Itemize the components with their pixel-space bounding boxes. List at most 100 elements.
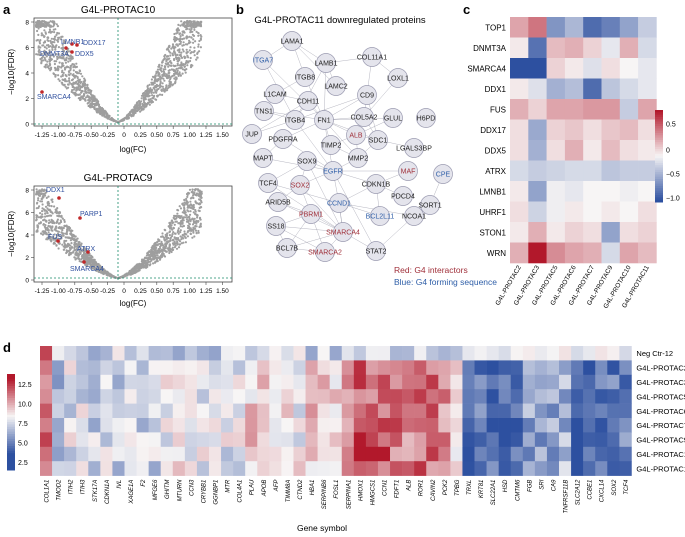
volcano-point bbox=[189, 46, 192, 49]
volcano-point bbox=[188, 229, 191, 232]
heatmap-d-cells bbox=[40, 346, 632, 476]
heatmap-d-cell bbox=[462, 374, 475, 390]
heatmap-d-cell bbox=[510, 432, 524, 448]
volcano-point bbox=[173, 223, 176, 226]
volcano-point bbox=[145, 104, 148, 107]
volcano-point bbox=[186, 226, 190, 230]
heatmap-d-col-label: PCK2 bbox=[443, 479, 449, 495]
colorbar-d-step bbox=[7, 446, 15, 449]
volcano-point bbox=[189, 41, 192, 44]
heatmap-d-cell bbox=[245, 446, 258, 462]
volcano-point bbox=[78, 244, 81, 247]
heatmap-d-cell bbox=[390, 360, 403, 376]
network-node bbox=[329, 193, 349, 213]
heatmap-d-cell bbox=[245, 374, 258, 390]
heatmap-c-cell bbox=[564, 140, 584, 161]
colorbar-d-step bbox=[7, 388, 15, 392]
volcano-point bbox=[63, 84, 66, 87]
volcano-point bbox=[190, 27, 193, 30]
heatmap-d-col-label: CXCL14 bbox=[600, 479, 606, 502]
network-node bbox=[295, 67, 315, 87]
heatmap-d-cell bbox=[317, 461, 330, 476]
volcano-point bbox=[61, 69, 64, 72]
volcano-point bbox=[49, 24, 52, 27]
heatmap-d-cell bbox=[510, 418, 524, 433]
heatmap-d-cell bbox=[148, 389, 161, 404]
volcano-point bbox=[62, 248, 66, 251]
heatmap-c-cell bbox=[564, 99, 584, 120]
heatmap-d-cell bbox=[522, 446, 536, 462]
heatmap-d-cell bbox=[619, 432, 632, 448]
volcano-point bbox=[189, 30, 192, 33]
colorbar-d-step bbox=[7, 436, 15, 440]
heatmap-d-cell bbox=[76, 432, 89, 448]
volcano-point bbox=[175, 67, 178, 70]
heatmap-d-cell bbox=[221, 403, 234, 419]
volcano-point bbox=[51, 40, 54, 44]
heatmap-d-cell bbox=[136, 360, 149, 376]
volcano-point bbox=[51, 200, 54, 203]
volcano-point bbox=[196, 202, 199, 205]
heatmap-d-cell bbox=[148, 360, 161, 376]
volcano-point bbox=[183, 198, 186, 201]
colorbar-c-step bbox=[655, 172, 663, 175]
heatmap-d-cell bbox=[619, 360, 632, 376]
heatmap-d-col-label: CCN1 bbox=[382, 480, 388, 496]
heatmap-d-cell bbox=[619, 461, 632, 476]
volcano-point bbox=[45, 191, 48, 194]
network-node bbox=[354, 107, 374, 127]
volcano-point bbox=[137, 104, 140, 107]
volcano-point bbox=[75, 245, 78, 248]
heatmap-d-cell bbox=[184, 403, 198, 419]
heatmap-d-cell bbox=[438, 446, 451, 462]
volcano-point bbox=[86, 259, 89, 263]
heatmap-d-cell bbox=[233, 389, 246, 404]
heatmap-d-cell bbox=[329, 389, 343, 404]
heatmap-d-cell bbox=[160, 432, 174, 448]
volcano-point bbox=[71, 78, 75, 81]
volcano-point bbox=[158, 63, 161, 66]
heatmap-d-cell bbox=[486, 432, 499, 448]
network-legend-red: Red: G4 interactors bbox=[394, 265, 468, 275]
volcano-point bbox=[43, 25, 46, 28]
heatmap-d-cell bbox=[245, 346, 258, 361]
volcano-point bbox=[99, 266, 102, 269]
volcano-point bbox=[158, 256, 161, 259]
volcano-point bbox=[167, 55, 170, 58]
heatmap-d-cell bbox=[595, 360, 608, 376]
volcano-point bbox=[154, 79, 157, 82]
heatmap-d-cell bbox=[450, 432, 463, 448]
volcano-point bbox=[179, 207, 183, 210]
volcano-point bbox=[43, 29, 46, 32]
network-node bbox=[321, 135, 341, 155]
volcano-point bbox=[39, 46, 42, 49]
heatmap-d-cell bbox=[76, 446, 89, 462]
network-node bbox=[268, 192, 288, 212]
network-node bbox=[258, 173, 278, 193]
volcano-point bbox=[165, 73, 168, 76]
heatmap-d-cell bbox=[390, 461, 403, 476]
volcano-point bbox=[61, 63, 64, 66]
heatmap-c-cell bbox=[638, 37, 657, 59]
volcano-point bbox=[150, 251, 153, 254]
network-node bbox=[297, 151, 317, 171]
volcano-point bbox=[78, 249, 81, 253]
heatmap-d-cell bbox=[52, 346, 65, 361]
heatmap-d-cell bbox=[196, 374, 210, 390]
volcano-point bbox=[43, 49, 46, 52]
volcano-point bbox=[189, 200, 192, 203]
volcano-point bbox=[188, 28, 191, 31]
volcano-point bbox=[63, 240, 66, 243]
volcano-point bbox=[53, 66, 57, 69]
heatmap-c-cell bbox=[528, 37, 547, 59]
volcano-point bbox=[174, 242, 177, 245]
heatmap-d-cell bbox=[438, 432, 451, 448]
volcano-point bbox=[156, 70, 159, 73]
volcano-point bbox=[145, 93, 148, 96]
colorbar-d-step bbox=[7, 448, 15, 452]
volcano-point bbox=[196, 214, 199, 217]
volcano-point bbox=[44, 65, 47, 68]
volcano-point bbox=[183, 21, 186, 24]
heatmap-d-cell bbox=[124, 461, 137, 476]
volcano-point bbox=[141, 107, 144, 111]
